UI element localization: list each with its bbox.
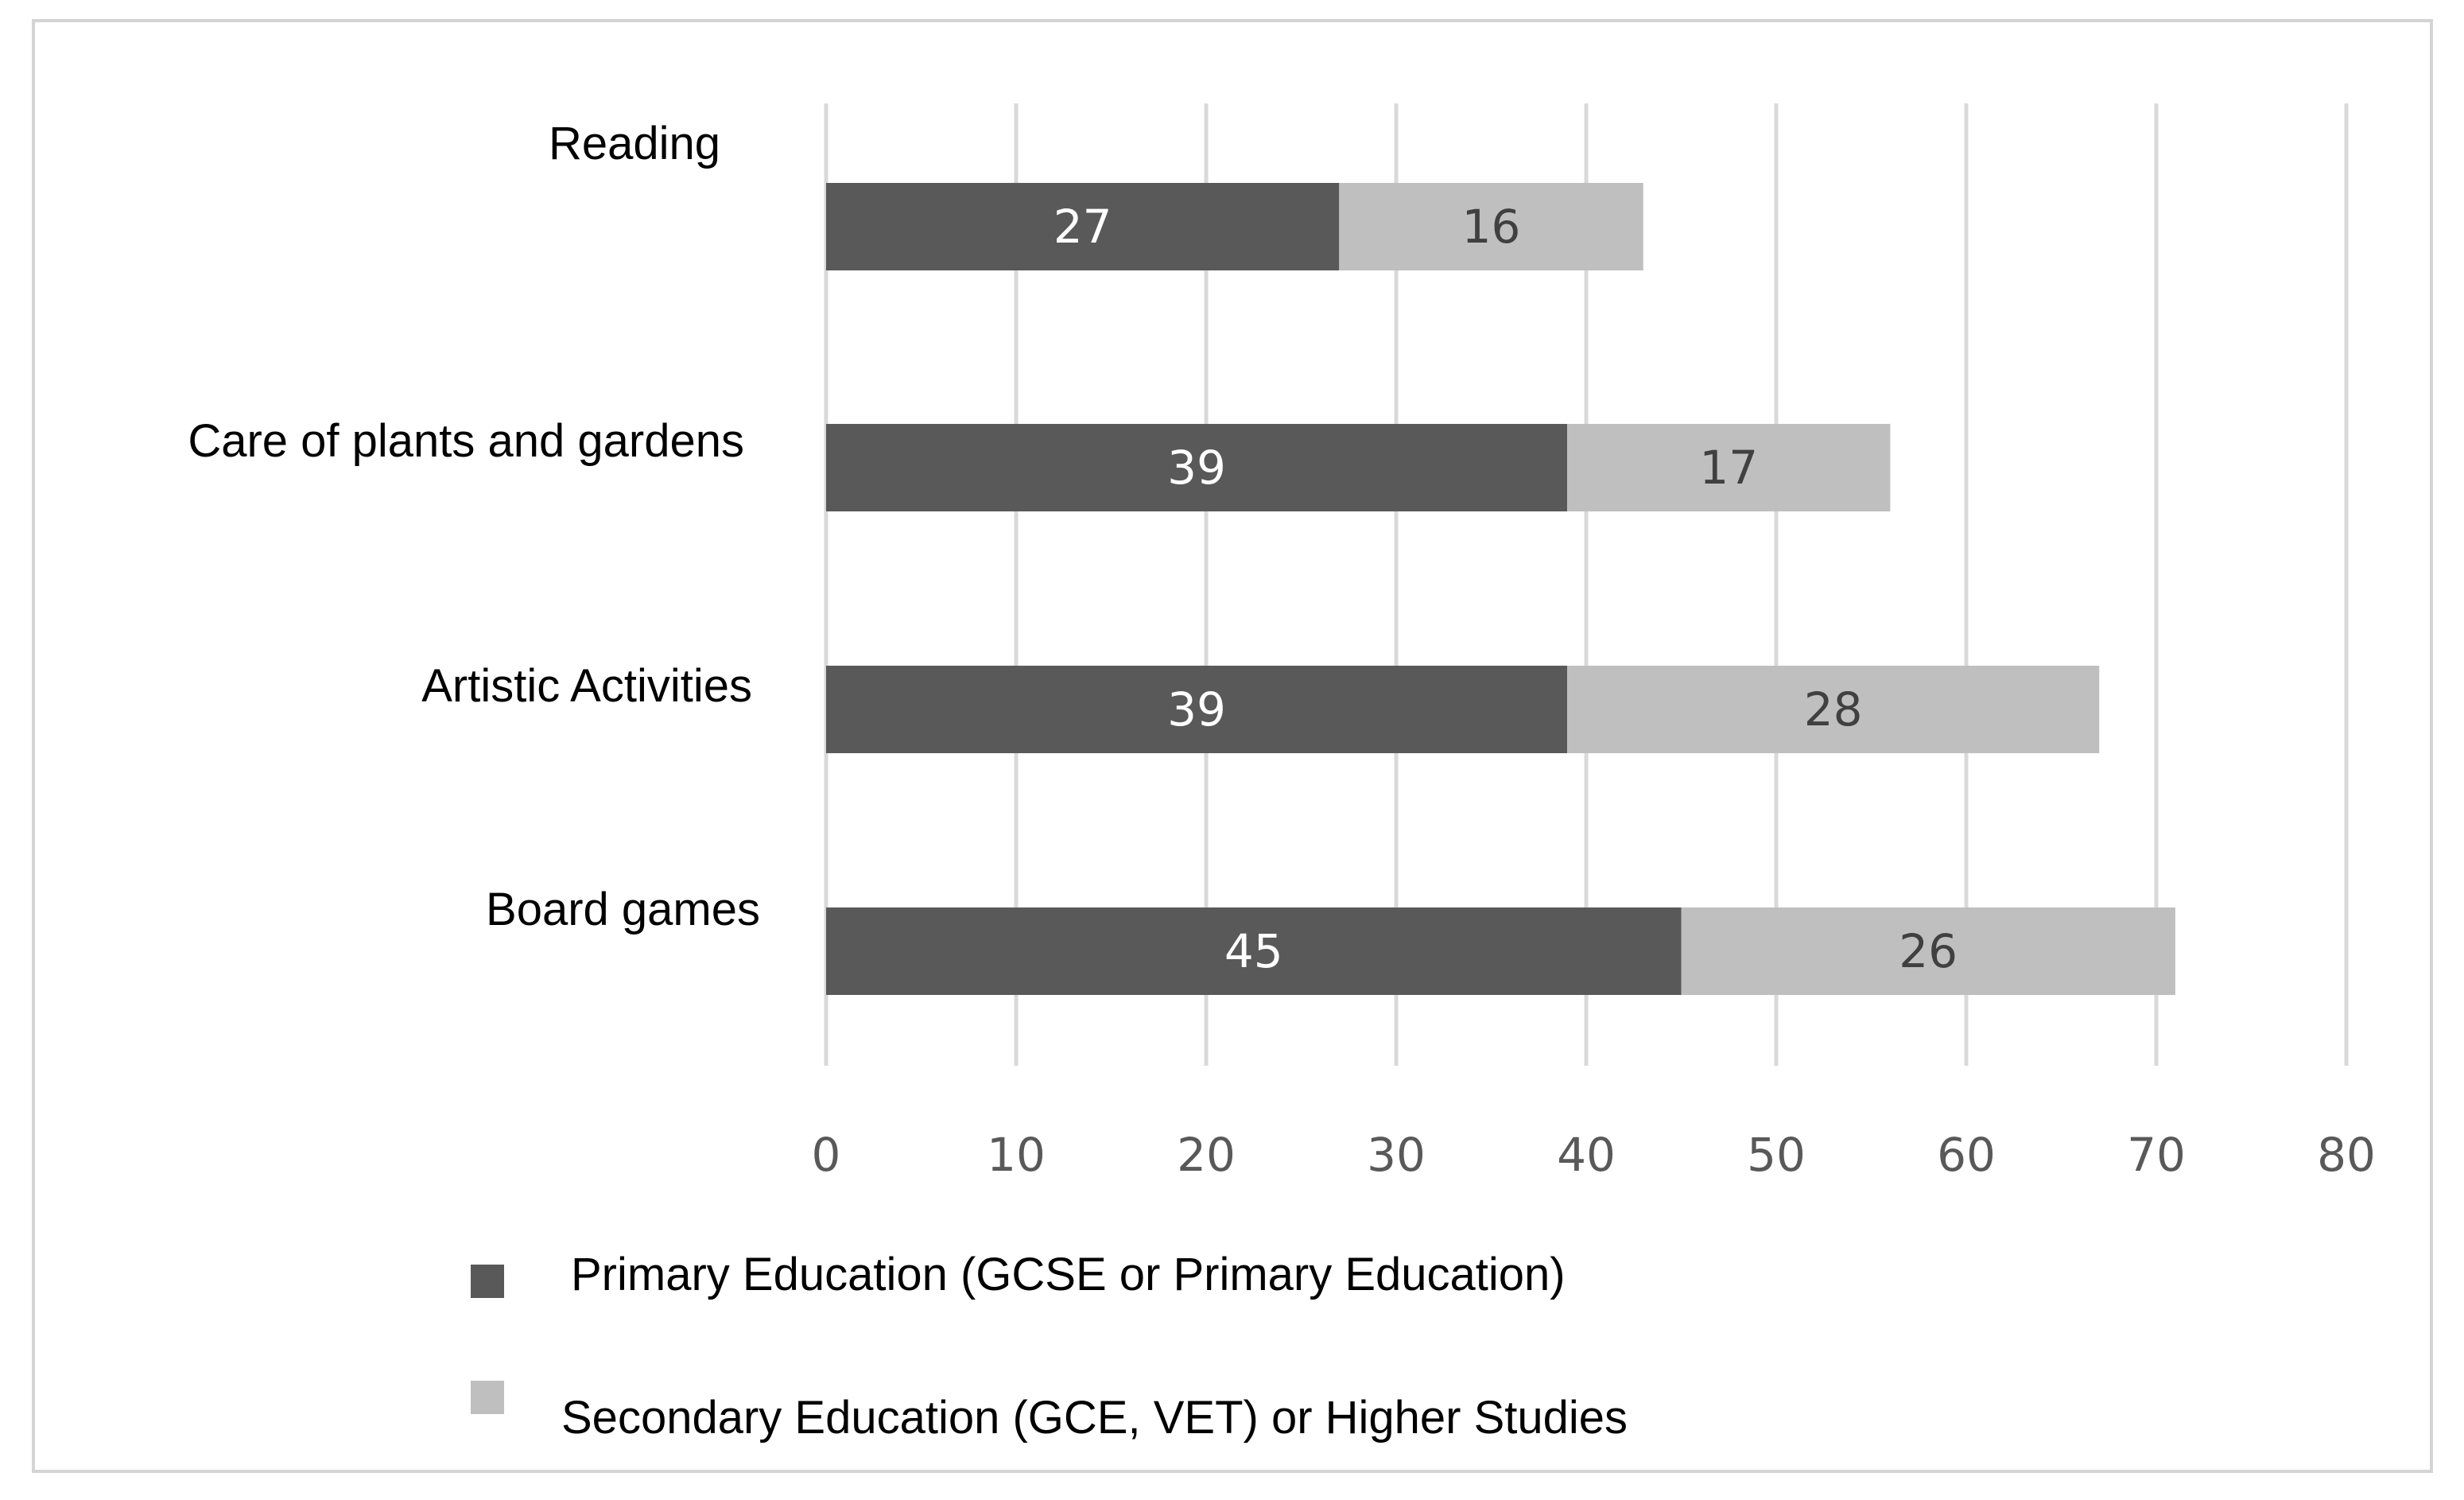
bar-segment-secondary <box>1567 424 1891 511</box>
bar-segment-primary <box>826 666 1568 753</box>
bar-segment-primary <box>826 424 1568 511</box>
stacked-bar-chart: 27 16 39 17 39 28 45 26 Reading Care of plants a… <box>188 103 2376 1444</box>
bar-data-label: 26 <box>1899 924 1958 978</box>
bar-segment-secondary <box>1339 183 1643 270</box>
legend: Primary Education (GCSE or Primary Educa… <box>471 1249 1628 1444</box>
category-label: Reading <box>549 118 720 169</box>
category-label: Care of plants and gardens <box>188 415 744 467</box>
x-tick-label: 10 <box>987 1128 1046 1182</box>
x-tick-label: 60 <box>1937 1128 1996 1182</box>
x-tick-label: 30 <box>1367 1128 1426 1182</box>
bar-segment-primary <box>826 183 1340 270</box>
legend-swatch <box>471 1381 504 1414</box>
bars: 27 16 39 17 39 28 45 26 <box>826 183 2175 995</box>
bar-segment-secondary <box>1681 907 2175 995</box>
x-tick-label: 0 <box>812 1128 841 1182</box>
bar-data-label: 28 <box>1804 682 1863 736</box>
x-tick-label: 20 <box>1177 1128 1236 1182</box>
bar-data-label: 45 <box>1224 924 1283 978</box>
x-axis-tick-labels: 0 10 20 30 40 50 60 70 80 <box>812 1128 2376 1182</box>
bar-data-label: 27 <box>1054 200 1112 254</box>
bar-data-label: 39 <box>1167 441 1226 495</box>
legend-swatch <box>471 1265 504 1298</box>
x-tick-label: 50 <box>1747 1128 1806 1182</box>
bar-segment-primary <box>826 907 1682 995</box>
legend-label: Primary Education (GCSE or Primary Educa… <box>571 1249 1566 1300</box>
x-tick-label: 80 <box>2317 1128 2376 1182</box>
category-label: Artistic Activities <box>421 660 752 712</box>
bar-data-label: 16 <box>1462 200 1521 254</box>
category-labels: Reading Care of plants and gardens Artisti… <box>188 118 760 935</box>
bar-data-label: 17 <box>1699 441 1758 495</box>
bar-segment-secondary <box>1567 666 2100 753</box>
x-tick-label: 70 <box>2127 1128 2186 1182</box>
x-tick-label: 40 <box>1557 1128 1616 1182</box>
legend-label: Secondary Education (GCE, VET) or Higher… <box>561 1392 1628 1444</box>
category-label: Board games <box>486 884 760 935</box>
chart-frame: 27 16 39 17 39 28 45 26 Reading Care of plants a… <box>32 19 2433 1473</box>
bar-data-label: 39 <box>1167 682 1226 736</box>
